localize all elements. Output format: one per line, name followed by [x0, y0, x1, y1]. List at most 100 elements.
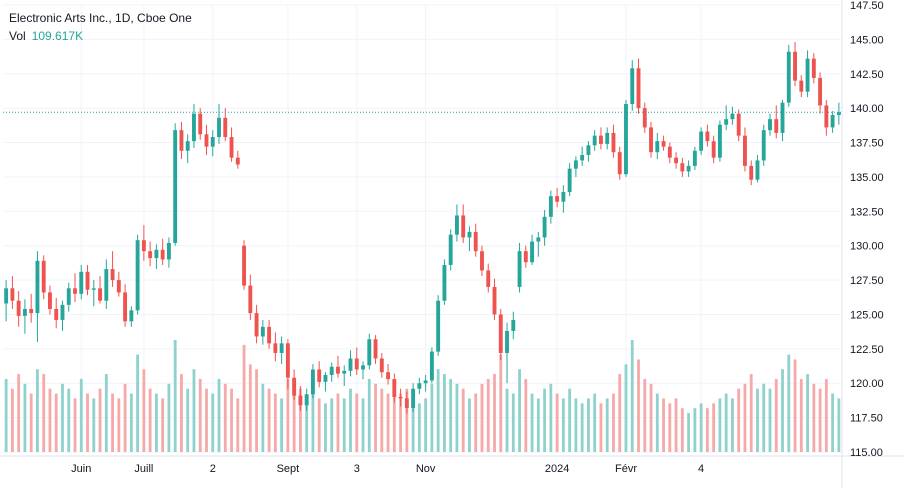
- candle-body: [542, 216, 547, 238]
- volume-bar: [411, 398, 415, 452]
- time-tick-label: 2024: [545, 463, 569, 475]
- volume-bar: [330, 398, 334, 452]
- time-tick-label: Sept: [277, 463, 300, 475]
- candle-body: [210, 137, 215, 147]
- volume-bar: [430, 383, 434, 452]
- volume-bar: [273, 393, 277, 452]
- price-tick-label: 147.50: [850, 0, 884, 12]
- candle-body: [818, 77, 823, 106]
- volume-bar: [111, 393, 114, 452]
- time-tick-label: Nov: [416, 463, 436, 475]
- volume-bar: [524, 378, 528, 452]
- candle-body: [4, 288, 9, 304]
- volume-bar: [117, 398, 121, 452]
- candle-body: [699, 131, 704, 151]
- candle-body: [41, 260, 46, 293]
- volume-bar: [749, 374, 753, 452]
- volume-bar: [361, 398, 365, 452]
- volume-bar: [818, 388, 822, 452]
- volume-bar: [536, 398, 540, 452]
- candle-body: [448, 234, 453, 265]
- volume-bar: [123, 383, 127, 452]
- volume-bar: [756, 388, 759, 452]
- candle-body: [229, 137, 234, 158]
- candle-body: [580, 154, 585, 161]
- volume-bar: [292, 383, 296, 452]
- volume-bar: [593, 393, 597, 452]
- volume-bar: [336, 393, 340, 452]
- candle-body: [599, 135, 603, 144]
- volume-value: 109.617K: [31, 29, 84, 43]
- candle-body: [768, 119, 772, 131]
- candle-body: [141, 240, 146, 252]
- volume-bar: [799, 378, 803, 452]
- candle-body: [192, 113, 196, 142]
- candle-body: [123, 292, 128, 322]
- candle-body: [724, 119, 729, 125]
- price-tick-label: 137.50: [850, 138, 884, 150]
- volume-bar: [198, 378, 202, 452]
- volume-bar: [261, 383, 265, 452]
- candle-body: [285, 343, 290, 378]
- candle-body: [486, 270, 491, 287]
- candle-body: [54, 308, 59, 320]
- candle-body: [780, 102, 785, 133]
- candle-body: [548, 196, 553, 217]
- volume-bar: [98, 388, 102, 452]
- volume-bar: [86, 393, 89, 452]
- candle-body: [586, 145, 591, 155]
- candle-body: [680, 163, 685, 172]
- volume-bar: [618, 374, 622, 452]
- candle-body: [830, 115, 835, 128]
- price-axis[interactable]: 147.50 145.00 142.50 140.00 137.50 135.00 132.…: [850, 0, 884, 459]
- volume-bar: [248, 364, 252, 452]
- volume-bar: [649, 383, 653, 452]
- price-tick-label: 115.00: [850, 447, 883, 459]
- price-tick-label: 135.00: [850, 172, 884, 184]
- volume-bar: [637, 359, 640, 452]
- volume-bar: [417, 403, 421, 452]
- candle-body: [60, 304, 65, 320]
- candle-body: [217, 117, 221, 138]
- volume-bar: [762, 383, 766, 452]
- volume-bar: [743, 383, 747, 452]
- candle-body: [85, 271, 90, 290]
- candle-body: [336, 366, 340, 374]
- candle-body: [492, 286, 497, 315]
- time-axis[interactable]: Juin Juill 2 Sept 3 Nov 2024 Févr 4: [71, 463, 704, 475]
- volume-bar: [624, 364, 628, 452]
- volume-bar: [236, 398, 240, 452]
- candle-body: [592, 135, 597, 146]
- candle-body: [242, 245, 246, 286]
- volume-bar: [10, 388, 14, 452]
- candle-body: [342, 370, 347, 374]
- volume-bar: [324, 403, 327, 452]
- price-tick-label: 117.50: [850, 413, 883, 425]
- volume-bar: [17, 374, 21, 452]
- volume-bar: [630, 340, 634, 452]
- volume-bar: [655, 393, 659, 452]
- time-tick-label: Févr: [615, 463, 637, 475]
- volume-bar: [211, 393, 215, 452]
- candle-body: [473, 231, 478, 252]
- volume-bar: [298, 388, 302, 452]
- candle-body: [279, 343, 284, 353]
- candle-body: [692, 150, 697, 166]
- volume-bar: [793, 359, 797, 452]
- candle-body: [423, 380, 428, 384]
- candle-body: [736, 113, 741, 136]
- candle-body: [223, 117, 228, 138]
- candle-body: [254, 313, 259, 337]
- candle-body: [386, 372, 391, 380]
- candle-body: [624, 104, 628, 175]
- volume-bar: [449, 378, 453, 452]
- volume-readout: Vol 109.617K: [9, 27, 192, 45]
- volume-bar: [568, 388, 572, 452]
- candle-body: [16, 300, 21, 316]
- candle-body: [824, 105, 829, 128]
- candle-body: [248, 285, 253, 314]
- volume-bar: [643, 378, 647, 452]
- volume-bar: [29, 393, 33, 452]
- volume-bar: [23, 383, 27, 452]
